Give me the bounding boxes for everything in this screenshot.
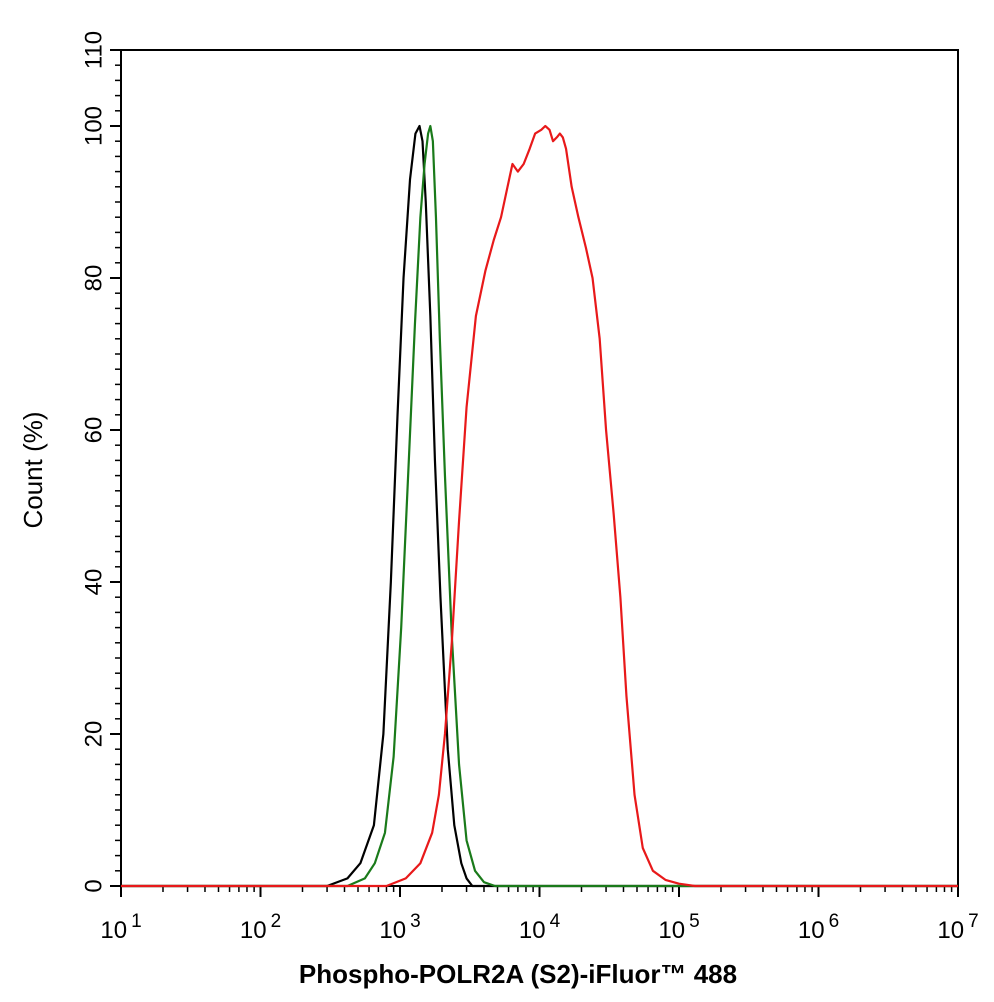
y-axis-title: Count (%) (18, 411, 48, 528)
x-tick-label: 10 4 (519, 911, 561, 944)
y-tick-label: 0 (80, 879, 107, 892)
y-tick-label: 60 (80, 417, 107, 444)
x-tick-label: 10 3 (379, 911, 420, 944)
black-series-line (121, 124, 958, 888)
x-tick-label: 10 2 (240, 911, 281, 944)
y-tick-label: 80 (80, 265, 107, 292)
y-tick-label: 110 (80, 31, 107, 69)
green-series-line (121, 124, 958, 888)
plot-frame (120, 49, 959, 887)
y-tick-label: 40 (80, 569, 107, 596)
x-axis-title: Phospho-POLR2A (S2)-iFluor™ 488 (299, 959, 737, 989)
x-tick-label: 10 6 (798, 911, 839, 944)
y-tick-label: 100 (80, 106, 107, 146)
y-tick-label: 20 (80, 721, 107, 748)
x-tick-label: 10 5 (658, 911, 699, 944)
red-series-line (121, 124, 958, 888)
x-tick-label: 10 1 (100, 911, 141, 944)
x-tick-label: 10 7 (937, 911, 978, 944)
